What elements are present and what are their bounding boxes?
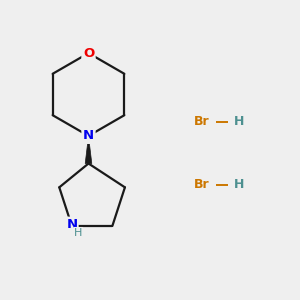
Text: N: N bbox=[83, 129, 94, 142]
Text: H: H bbox=[74, 227, 82, 238]
Polygon shape bbox=[85, 136, 92, 164]
Text: H: H bbox=[234, 178, 244, 191]
Text: Br: Br bbox=[194, 115, 209, 128]
Text: N: N bbox=[66, 218, 77, 231]
Text: Br: Br bbox=[194, 178, 209, 191]
Text: H: H bbox=[234, 115, 244, 128]
Text: O: O bbox=[83, 46, 94, 60]
